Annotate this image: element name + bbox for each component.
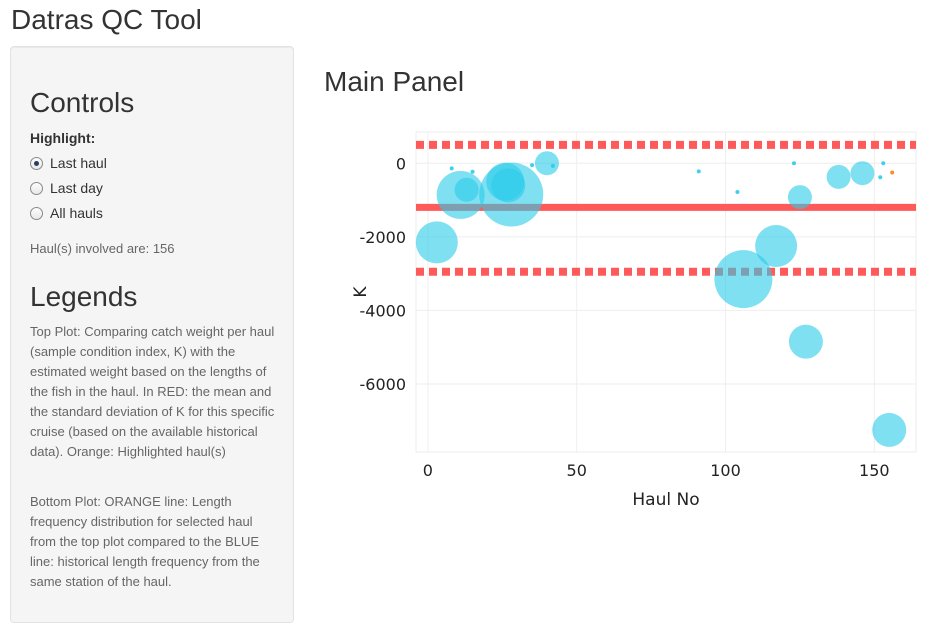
sidebar-panel	[10, 46, 294, 623]
radio-indicator-all-hauls[interactable]	[30, 206, 43, 220]
radio-all-hauls[interactable]: All hauls	[30, 205, 103, 221]
data-points	[415, 151, 907, 447]
legends-heading: Legends	[30, 281, 138, 312]
controls-heading: Controls	[30, 87, 135, 118]
radio-last-day[interactable]: Last day	[30, 180, 103, 196]
y-tick-label: 0	[396, 154, 406, 173]
main-panel-title: Main Panel	[324, 66, 465, 97]
data-point	[872, 412, 907, 447]
radio-indicator-last-haul[interactable]	[30, 156, 43, 170]
data-point	[415, 221, 458, 264]
k-scatter-plot[interactable]: 0 50 100 150 0 -2000 -4000 -6000 Haul No K	[320, 110, 931, 520]
legend-top-plot: Top Plot: Comparing catch weight per hau…	[30, 324, 275, 459]
data-point	[881, 161, 886, 166]
x-tick-label: 0	[423, 461, 433, 480]
data-point	[735, 189, 740, 194]
data-point	[788, 324, 823, 359]
legend-bottom-plot: Bottom Plot: ORANGE line: Length frequen…	[30, 494, 260, 589]
app-title: Datras QC Tool	[11, 4, 202, 35]
highlight-label: Highlight:	[30, 130, 96, 146]
x-tick-label: 150	[859, 461, 890, 480]
plot-axes: 0 50 100 150 0 -2000 -4000 -6000	[360, 154, 890, 480]
x-axis-label: Haul No	[632, 490, 699, 510]
y-tick-label: -4000	[360, 301, 407, 320]
data-point	[755, 225, 798, 268]
data-point	[530, 163, 535, 168]
data-point	[479, 162, 544, 227]
y-axis-label: K	[351, 286, 371, 298]
data-point	[850, 161, 875, 186]
radio-label-last-haul[interactable]: Last haul	[50, 155, 107, 171]
data-point	[534, 151, 559, 176]
data-point	[714, 250, 773, 309]
x-tick-label: 100	[710, 461, 741, 480]
x-tick-label: 50	[567, 461, 587, 480]
data-point	[791, 161, 796, 166]
radio-last-haul[interactable]: Last haul	[30, 155, 107, 171]
y-tick-label: -6000	[360, 375, 407, 394]
highlighted-point	[890, 170, 895, 175]
radio-indicator-last-day[interactable]	[30, 181, 43, 195]
data-point	[787, 185, 812, 210]
data-point	[470, 169, 475, 174]
data-point	[696, 169, 701, 174]
y-tick-label: -2000	[360, 228, 407, 247]
radio-label-all-hauls[interactable]: All hauls	[50, 205, 103, 221]
haul-note: Haul(s) involved are: 156	[30, 241, 175, 256]
data-point	[454, 177, 479, 202]
data-point	[826, 164, 851, 189]
data-point	[550, 163, 555, 168]
data-point	[449, 166, 454, 171]
radio-label-last-day[interactable]: Last day	[50, 180, 103, 196]
data-point	[878, 175, 883, 180]
